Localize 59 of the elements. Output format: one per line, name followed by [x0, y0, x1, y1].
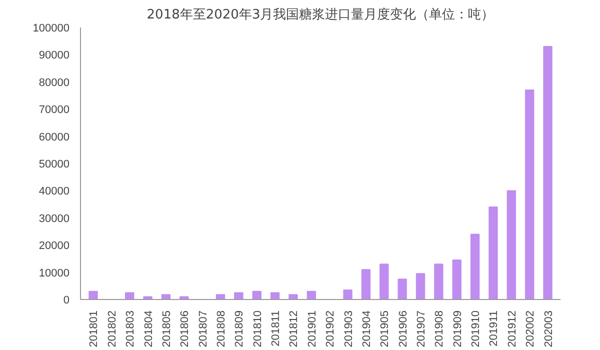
bar — [125, 292, 134, 300]
y-tick-label: 0 — [63, 294, 70, 306]
bar — [543, 46, 552, 300]
x-tick-label: 201908 — [434, 310, 446, 348]
bar — [361, 269, 371, 300]
x-tick-label: 201804 — [142, 310, 155, 348]
y-tick-label: 60000 — [38, 131, 70, 144]
bar — [416, 273, 426, 300]
chart-title: 2018年至2020年3月我国糖浆进口量月度变化（单位：吨） — [146, 6, 494, 22]
bar — [452, 260, 462, 300]
x-tick-label: 201806 — [179, 310, 192, 348]
x-tick-label: 201809 — [234, 310, 246, 348]
x-tick-label: 201801 — [88, 310, 100, 348]
y-tick-label: 90000 — [38, 50, 70, 62]
x-tick-label: 201904 — [360, 310, 373, 348]
x-tick-label: 202003 — [542, 310, 555, 348]
y-tick-label: 100000 — [32, 22, 70, 34]
bar — [398, 278, 407, 300]
x-tick-label: 201805 — [160, 310, 173, 348]
y-tick-label: 20000 — [38, 240, 70, 252]
y-tick-label: 10000 — [38, 267, 70, 280]
x-tick-label: 201909 — [452, 310, 464, 348]
bar — [306, 290, 316, 300]
x-tick-label: 201803 — [124, 310, 137, 348]
x-tick-label: 202002 — [524, 310, 537, 348]
bar — [380, 264, 389, 300]
bar — [252, 290, 262, 300]
bar — [161, 294, 171, 300]
bar — [270, 292, 280, 300]
bar — [288, 294, 298, 300]
x-tick-label: 201812 — [288, 310, 300, 348]
x-tick-label: 201905 — [379, 310, 392, 348]
bar — [88, 290, 98, 300]
bar — [343, 289, 352, 300]
x-tick-label: 201901 — [306, 310, 318, 348]
x-tick-label: 201810 — [252, 310, 264, 348]
y-tick-label: 70000 — [38, 104, 70, 116]
x-tick-label: 201902 — [324, 310, 337, 348]
x-tick-label: 201903 — [342, 310, 355, 348]
bar — [434, 264, 444, 300]
bar — [525, 90, 534, 300]
y-tick-label: 50000 — [38, 158, 70, 170]
x-tick-label: 201811 — [270, 310, 282, 346]
bar — [506, 190, 516, 300]
y-tick-label: 40000 — [38, 186, 70, 198]
bar — [470, 234, 480, 300]
x-tick-label: 201911 — [488, 310, 500, 346]
x-tick-label: 201906 — [397, 310, 410, 348]
y-tick-label: 30000 — [38, 212, 70, 225]
x-tick-label: 201912 — [506, 310, 518, 348]
x-tick-label: 201802 — [106, 310, 118, 348]
x-tick-label: 201807 — [197, 310, 210, 348]
x-tick-label: 201910 — [470, 310, 482, 348]
x-tick-label: 201808 — [216, 310, 228, 348]
bar — [488, 206, 498, 300]
y-tick-label: 80000 — [38, 76, 70, 89]
bar — [216, 294, 226, 300]
x-tick-label: 201907 — [416, 310, 428, 348]
bar — [234, 292, 244, 300]
